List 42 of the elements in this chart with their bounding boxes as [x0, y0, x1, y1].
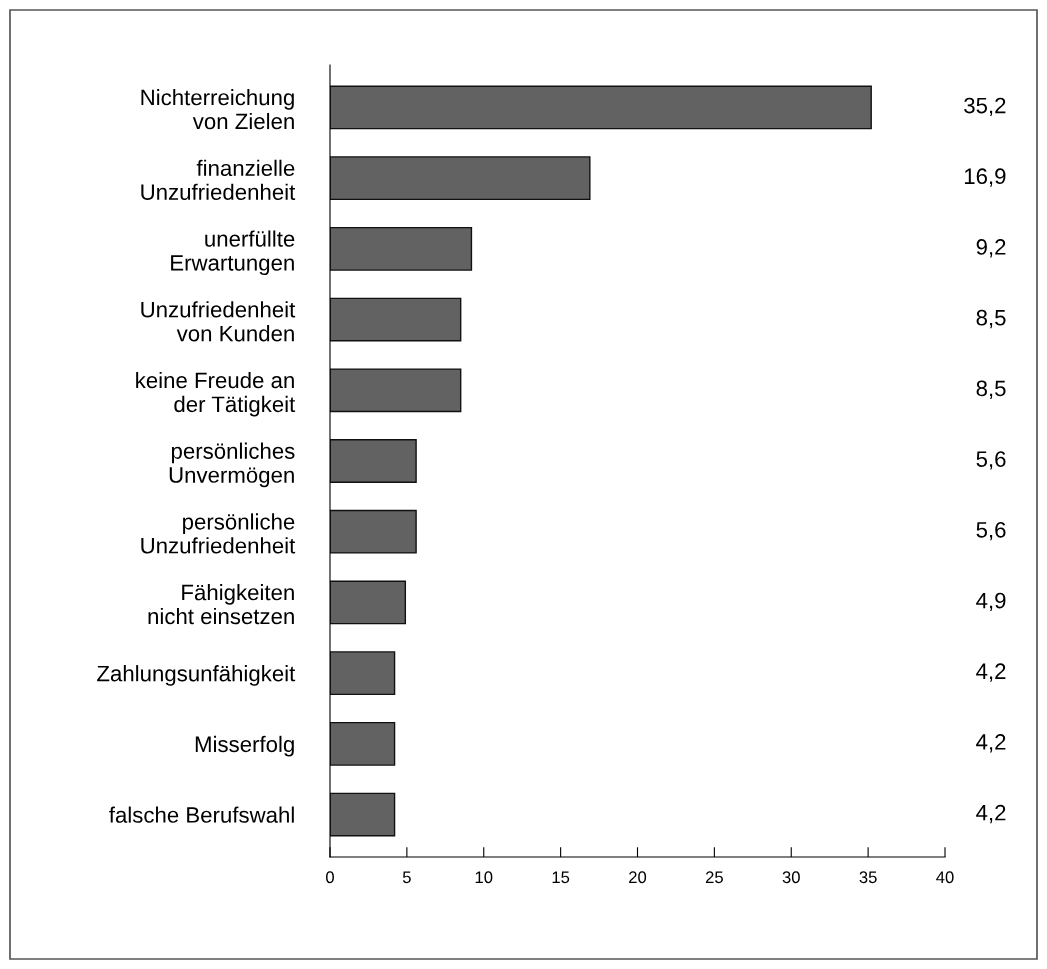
- bar: [330, 85, 872, 130]
- x-tick-label: 25: [705, 871, 723, 884]
- bar: [330, 651, 396, 696]
- y-tick-label: Fähigkeiten nicht einsetzen: [148, 584, 294, 625]
- bar: [330, 226, 473, 271]
- data-label: 4,9: [976, 592, 1006, 612]
- bar: [330, 368, 462, 413]
- y-tick-label: falsche Berufswahl: [109, 806, 294, 823]
- data-label: 16,9: [964, 168, 1006, 187]
- bar: [330, 721, 396, 766]
- bar: [330, 792, 396, 837]
- y-tick-label: finanzielle Unzufriedenheit: [141, 159, 296, 200]
- bar: [330, 439, 417, 483]
- data-label: 35,2: [964, 97, 1006, 117]
- y-tick-label: persönliches Unvermögen: [169, 442, 295, 488]
- bar: [330, 297, 462, 342]
- y-tick-label: Unzufriedenheit von Kunden: [141, 301, 296, 342]
- y-tick-label: unerfüllte Erwartungen: [171, 230, 295, 276]
- data-label: 4,2: [976, 734, 1006, 753]
- data-label: 4,2: [976, 663, 1006, 682]
- x-tick-label: 20: [629, 871, 647, 884]
- data-label: 5,6: [976, 451, 1006, 470]
- data-label: 5,6: [976, 521, 1006, 541]
- x-tick-label: 10: [475, 871, 493, 884]
- x-tick-label: 30: [782, 871, 800, 884]
- data-label: 9,2: [976, 239, 1006, 258]
- bar: [330, 509, 417, 554]
- y-tick-label: Nichterreichung von Zielen: [141, 89, 294, 130]
- y-tick-label: Misserfolg: [195, 735, 294, 757]
- x-tick-label: 35: [859, 871, 877, 884]
- x-tick-label: 5: [402, 871, 411, 884]
- data-label: 4,2: [976, 804, 1006, 824]
- x-tick-label: 0: [326, 871, 334, 884]
- data-label: 8,5: [976, 380, 1006, 399]
- x-tick-label: 15: [552, 871, 570, 884]
- x-tick-label: 40: [936, 871, 954, 884]
- data-label: 8,5: [976, 309, 1006, 329]
- bar: [330, 156, 591, 201]
- y-tick-label: Zahlungsunfähigkeit: [97, 665, 296, 686]
- y-tick-label: keine Freude an der Tätigkeit: [136, 371, 296, 417]
- y-tick-label: persönliche Unzufriedenheit: [141, 513, 296, 554]
- bar: [330, 580, 407, 625]
